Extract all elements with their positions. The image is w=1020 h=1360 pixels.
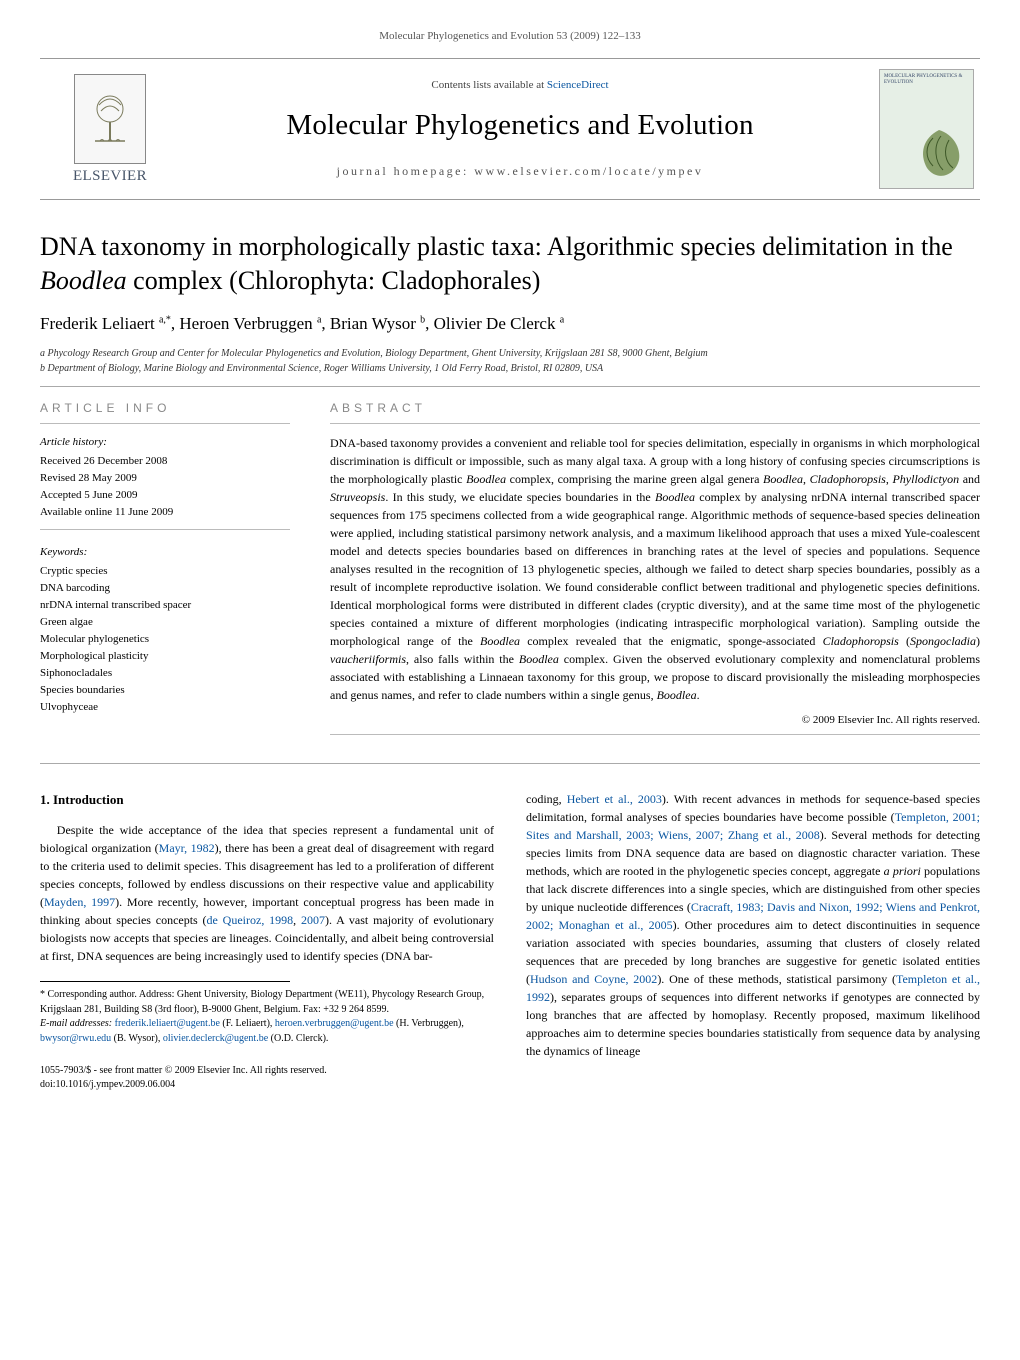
section-1-heading: 1. Introduction xyxy=(40,790,494,810)
section-rule xyxy=(40,386,980,387)
title-text-pre: DNA taxonomy in morphologically plastic … xyxy=(40,232,953,261)
keyword: Ulvophyceae xyxy=(40,699,290,716)
italic-term: a priori xyxy=(884,864,921,878)
cover-brand-text: MOLECULAR PHYLOGENETICS & EVOLUTION xyxy=(880,70,973,89)
keyword: Cryptic species xyxy=(40,563,290,580)
email-addresses-note: E-mail addresses: frederik.leliaert@ugen… xyxy=(40,1017,494,1046)
email-owner: (B. Wysor), xyxy=(111,1033,163,1044)
keywords: Keywords: Cryptic species DNA barcoding … xyxy=(40,544,290,716)
history-item: Revised 28 May 2009 xyxy=(40,472,137,484)
title-italic: Boodlea xyxy=(40,266,127,295)
email-owner: (H. Verbruggen), xyxy=(394,1018,464,1029)
thin-rule xyxy=(40,423,290,424)
abstract-column: ABSTRACT DNA-based taxonomy provides a c… xyxy=(330,401,980,745)
citation-link[interactable]: Hudson and Coyne, 2002 xyxy=(530,972,657,986)
email-link[interactable]: bwysor@rwu.edu xyxy=(40,1033,111,1044)
citation-link[interactable]: de Queiroz, 1998 xyxy=(207,913,294,927)
journal-cover-thumbnail: MOLECULAR PHYLOGENETICS & EVOLUTION xyxy=(879,69,974,189)
keyword: Siphonocladales xyxy=(40,665,290,682)
publisher-name: ELSEVIER xyxy=(40,168,180,185)
body-text: ). One of these methods, statistical par… xyxy=(657,972,896,986)
abstract-label: ABSTRACT xyxy=(330,401,980,415)
email-label: E-mail addresses: xyxy=(40,1018,112,1029)
footnote-rule xyxy=(40,981,290,982)
keywords-label: Keywords: xyxy=(40,544,290,561)
affiliation-a: a Phycology Research Group and Center fo… xyxy=(40,346,980,361)
body-column-right: coding, Hebert et al., 2003). With recen… xyxy=(526,790,980,1093)
footnotes: * Corresponding author. Address: Ghent U… xyxy=(40,988,494,1046)
abstract-copyright: © 2009 Elsevier Inc. All rights reserved… xyxy=(330,714,980,726)
email-link[interactable]: olivier.declerck@ugent.be xyxy=(163,1033,268,1044)
journal-homepage: journal homepage: www.elsevier.com/locat… xyxy=(180,164,860,179)
corresponding-author-note: * Corresponding author. Address: Ghent U… xyxy=(40,988,494,1017)
body-text: , xyxy=(293,913,301,927)
elsevier-tree-icon xyxy=(74,74,146,164)
masthead-center: Contents lists available at ScienceDirec… xyxy=(180,79,860,179)
thin-rule xyxy=(40,529,290,530)
email-link[interactable]: heroen.verbruggen@ugent.be xyxy=(275,1018,394,1029)
affiliations: a Phycology Research Group and Center fo… xyxy=(40,346,980,376)
masthead: ELSEVIER Contents lists available at Sci… xyxy=(40,58,980,200)
journal-title: Molecular Phylogenetics and Evolution xyxy=(180,109,860,142)
citation-link[interactable]: 2007 xyxy=(301,913,325,927)
intro-paragraph: Despite the wide acceptance of the idea … xyxy=(40,821,494,965)
contents-prefix: Contents lists available at xyxy=(431,79,546,91)
authors: Frederik Leliaert a,*, Heroen Verbruggen… xyxy=(40,314,980,334)
running-head: Molecular Phylogenetics and Evolution 53… xyxy=(40,30,980,42)
publisher-block: ELSEVIER xyxy=(40,74,180,185)
front-matter-line: 1055-7903/$ - see front matter © 2009 El… xyxy=(40,1064,494,1078)
keyword: nrDNA internal transcribed spacer xyxy=(40,597,290,614)
thin-rule xyxy=(330,734,980,735)
keyword: Green algae xyxy=(40,614,290,631)
keyword: Morphological plasticity xyxy=(40,648,290,665)
keyword: Molecular phylogenetics xyxy=(40,631,290,648)
article-title: DNA taxonomy in morphologically plastic … xyxy=(40,230,980,298)
contents-line: Contents lists available at ScienceDirec… xyxy=(180,79,860,91)
email-owner: (F. Leliaert), xyxy=(220,1018,275,1029)
title-text-post: complex (Chlorophyta: Cladophorales) xyxy=(127,266,541,295)
base-identifiers: 1055-7903/$ - see front matter © 2009 El… xyxy=(40,1064,494,1092)
article-history: Article history: Received 26 December 20… xyxy=(40,434,290,521)
body-column-left: 1. Introduction Despite the wide accepta… xyxy=(40,790,494,1093)
email-link[interactable]: frederik.leliaert@ugent.be xyxy=(115,1018,220,1029)
citation-link[interactable]: Hebert et al., 2003 xyxy=(567,792,662,806)
history-item: Received 26 December 2008 xyxy=(40,455,167,467)
affiliation-b: b Department of Biology, Marine Biology … xyxy=(40,361,980,376)
history-item: Available online 11 June 2009 xyxy=(40,506,173,518)
sciencedirect-link[interactable]: ScienceDirect xyxy=(547,79,609,91)
thin-rule xyxy=(330,423,980,424)
history-item: Accepted 5 June 2009 xyxy=(40,489,137,501)
body-text: ), separates groups of sequences into di… xyxy=(526,990,980,1058)
info-abstract-row: ARTICLE INFO Article history: Received 2… xyxy=(40,401,980,745)
cover-block: MOLECULAR PHYLOGENETICS & EVOLUTION xyxy=(860,69,980,189)
keyword: DNA barcoding xyxy=(40,580,290,597)
citation-link[interactable]: Mayden, 1997 xyxy=(44,895,115,909)
abstract-text: DNA-based taxonomy provides a convenient… xyxy=(330,434,980,704)
citation-link[interactable]: Mayr, 1982 xyxy=(159,841,215,855)
history-label: Article history: xyxy=(40,434,290,451)
article-info-label: ARTICLE INFO xyxy=(40,401,290,415)
email-owner: (O.D. Clerck). xyxy=(268,1033,328,1044)
cover-art-icon xyxy=(909,124,969,184)
keyword: Species boundaries xyxy=(40,682,290,699)
doi-line: doi:10.1016/j.ympev.2009.06.004 xyxy=(40,1078,494,1092)
section-rule xyxy=(40,763,980,764)
body-text: coding, xyxy=(526,792,567,806)
article-info-column: ARTICLE INFO Article history: Received 2… xyxy=(40,401,290,745)
intro-paragraph-continued: coding, Hebert et al., 2003). With recen… xyxy=(526,790,980,1060)
body-two-column: 1. Introduction Despite the wide accepta… xyxy=(40,790,980,1093)
